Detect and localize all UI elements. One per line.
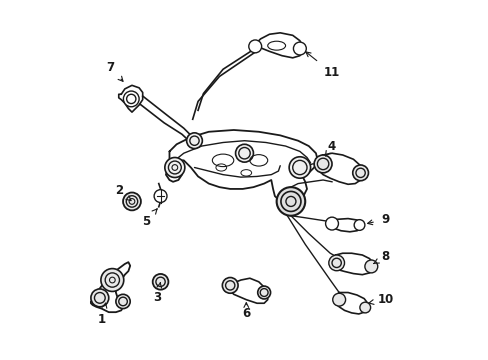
Circle shape	[222, 278, 238, 293]
Circle shape	[288, 157, 310, 178]
Circle shape	[352, 165, 367, 181]
Circle shape	[152, 274, 168, 290]
Circle shape	[293, 42, 305, 55]
Circle shape	[154, 190, 166, 203]
Polygon shape	[165, 130, 317, 203]
Circle shape	[328, 255, 344, 271]
Polygon shape	[334, 293, 367, 314]
Circle shape	[164, 157, 184, 177]
Circle shape	[116, 294, 130, 309]
Text: 9: 9	[367, 213, 389, 226]
Circle shape	[257, 286, 270, 299]
Circle shape	[123, 91, 139, 107]
Circle shape	[353, 220, 364, 230]
Polygon shape	[91, 262, 130, 312]
Circle shape	[364, 260, 377, 273]
Text: 5: 5	[142, 209, 157, 228]
Circle shape	[248, 40, 261, 53]
Circle shape	[186, 133, 202, 149]
Polygon shape	[319, 153, 362, 184]
Text: 2: 2	[115, 184, 131, 201]
Circle shape	[325, 217, 338, 230]
Text: 3: 3	[153, 283, 161, 305]
Text: 7: 7	[106, 61, 123, 81]
Text: 10: 10	[368, 293, 393, 306]
Polygon shape	[249, 33, 303, 58]
Circle shape	[101, 269, 123, 292]
Polygon shape	[328, 219, 362, 232]
Circle shape	[235, 144, 253, 162]
Text: 1: 1	[97, 303, 106, 326]
Text: 4: 4	[325, 140, 335, 156]
Polygon shape	[224, 278, 267, 303]
Text: 11: 11	[305, 52, 340, 79]
Polygon shape	[331, 253, 372, 275]
Text: 8: 8	[373, 250, 389, 264]
Circle shape	[332, 293, 345, 306]
Text: 6: 6	[242, 303, 250, 320]
Circle shape	[91, 289, 108, 307]
Circle shape	[276, 187, 305, 216]
Circle shape	[313, 155, 331, 173]
Circle shape	[359, 302, 370, 313]
Circle shape	[123, 193, 141, 210]
Polygon shape	[119, 85, 142, 112]
